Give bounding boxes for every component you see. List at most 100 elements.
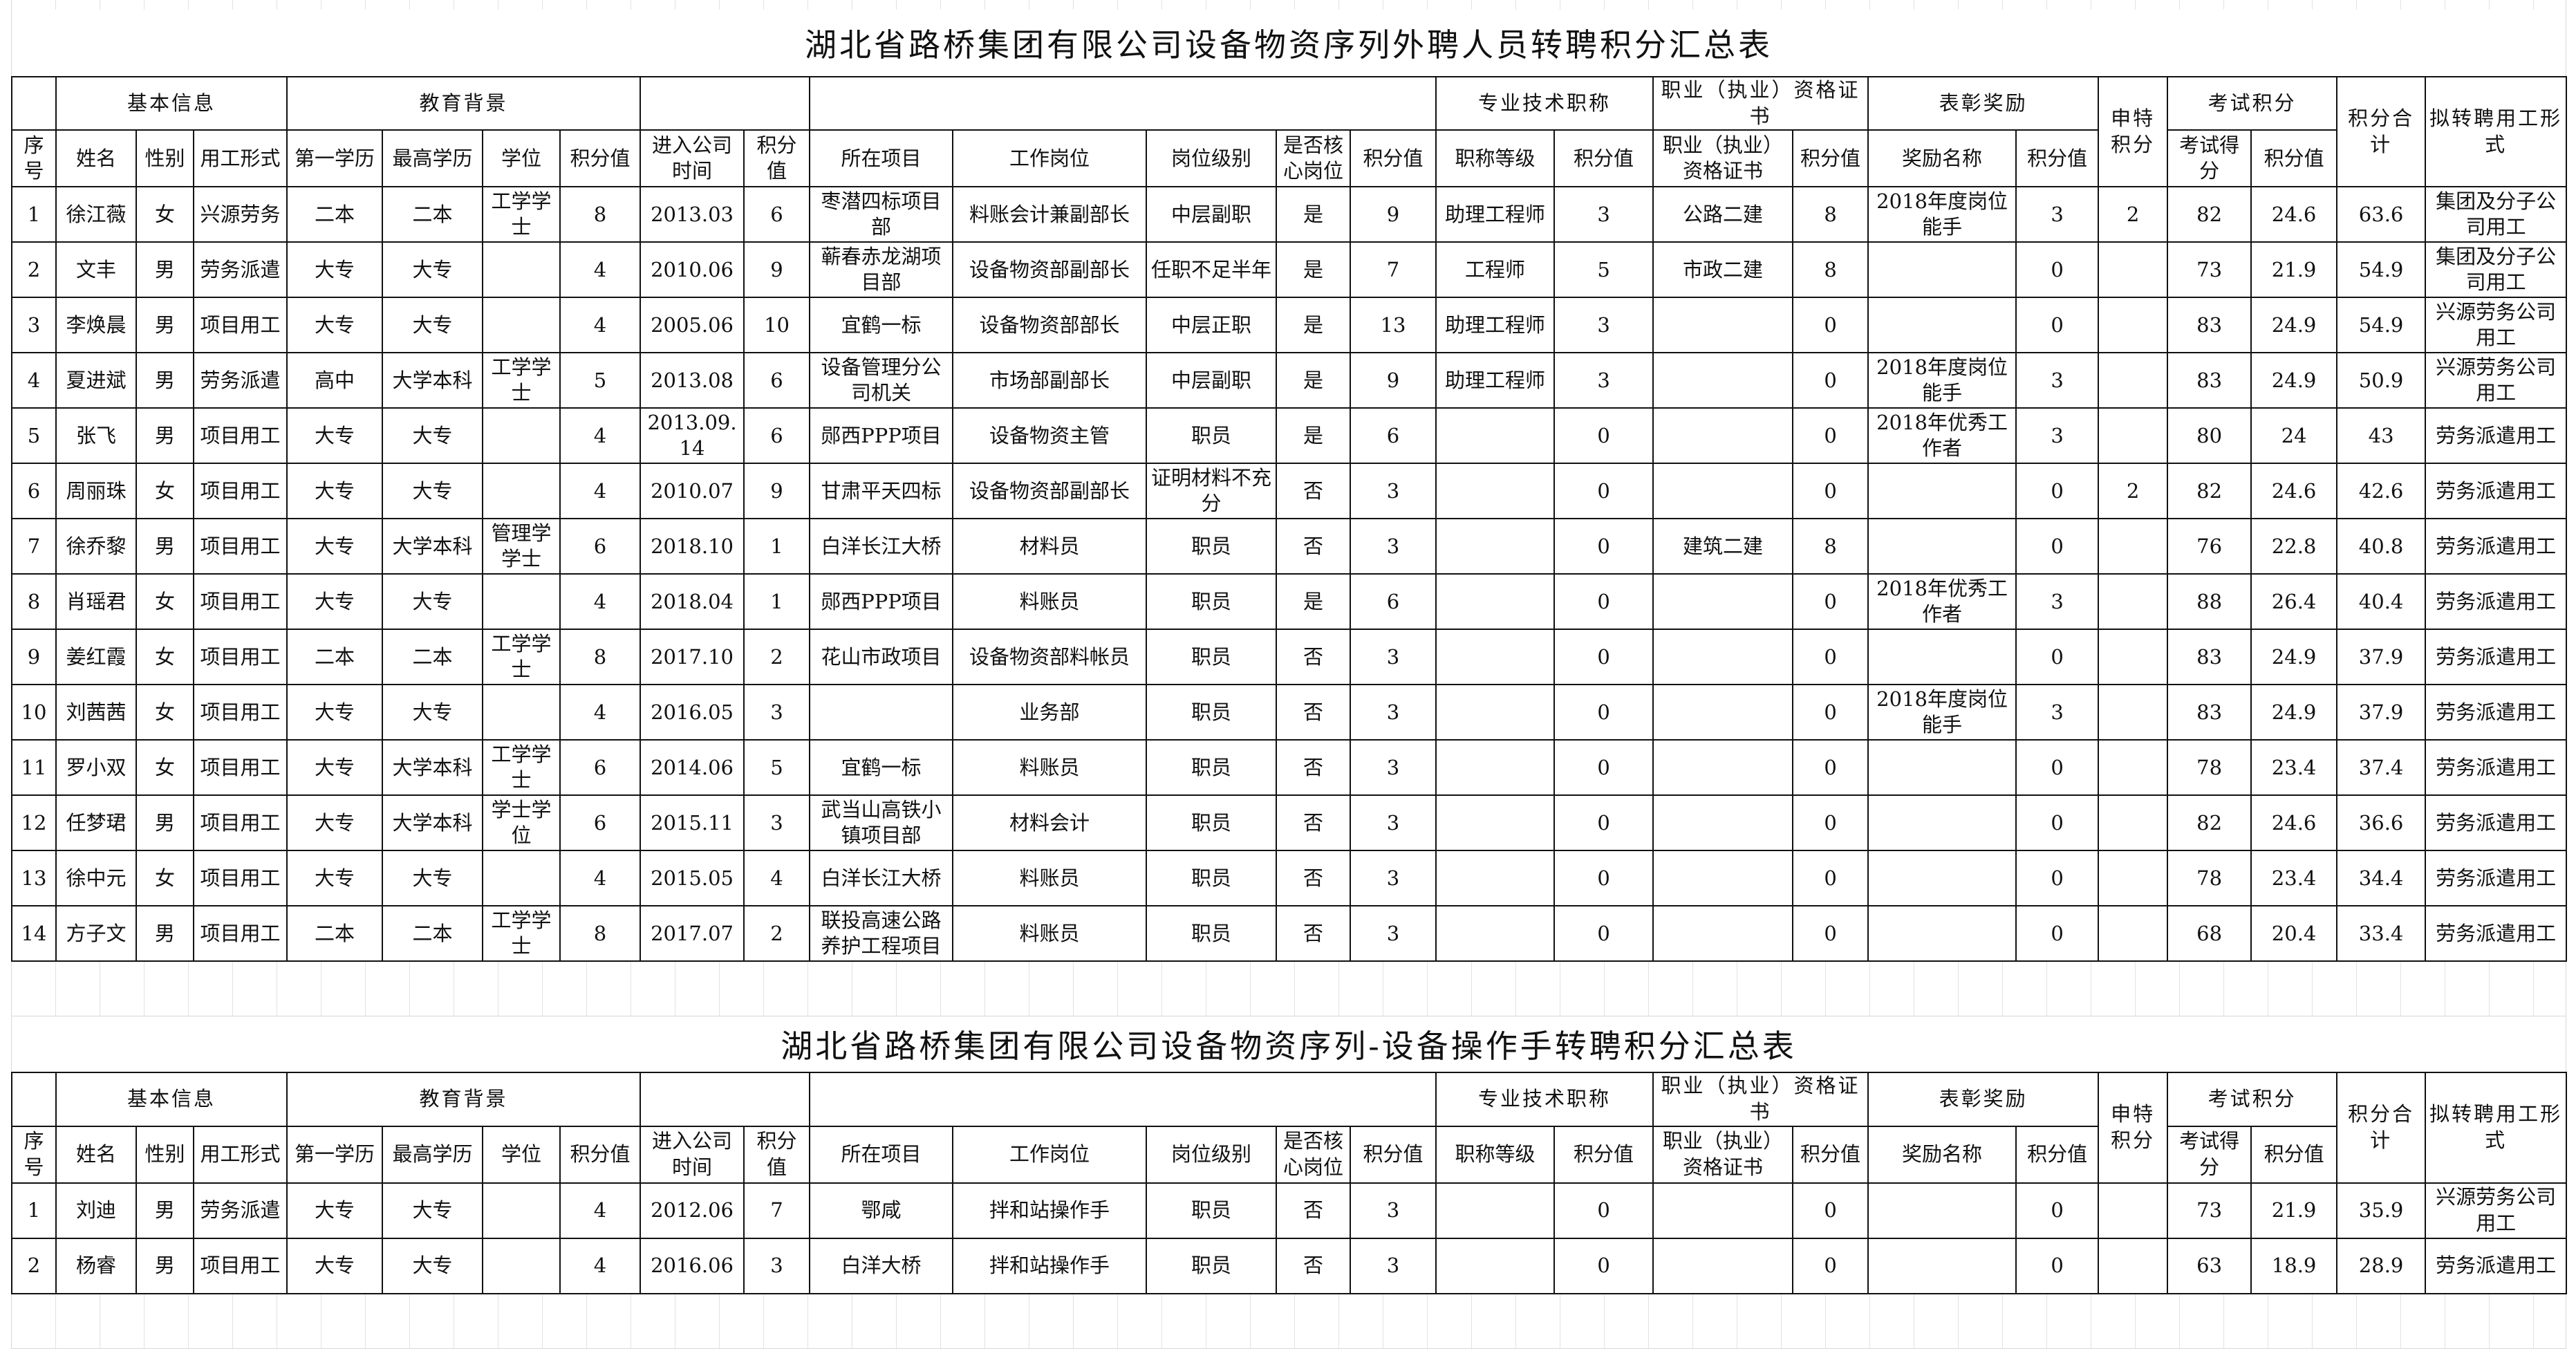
table-cell[interactable]: 82 — [2167, 794, 2252, 852]
table-cell[interactable]: 4 — [559, 1237, 642, 1294]
table-cell[interactable]: 1 — [743, 573, 811, 631]
table-cell[interactable]: 否 — [1276, 739, 1352, 797]
table-cell[interactable]: 工学学士 — [482, 905, 561, 962]
table-cell[interactable]: 女 — [136, 739, 194, 797]
table-cell[interactable]: 0 — [1553, 1237, 1654, 1294]
table-cell[interactable]: 3 — [743, 1237, 811, 1294]
table-cell[interactable]: 劳务派遣 — [192, 1182, 288, 1239]
table-cell[interactable]: 大专 — [286, 241, 384, 299]
table-cell[interactable]: 2 — [11, 241, 57, 299]
table-cell[interactable]: 3 — [1350, 629, 1437, 686]
table-cell[interactable]: 市政二建 — [1652, 241, 1794, 299]
table-cell[interactable]: 2015.05 — [640, 850, 745, 907]
table-cell[interactable]: 大专 — [286, 850, 384, 907]
table-cell[interactable]: 大学本科 — [382, 739, 484, 797]
table-cell[interactable]: 6 — [743, 186, 811, 243]
table-cell[interactable] — [1435, 905, 1556, 962]
table-cell[interactable] — [1652, 629, 1794, 686]
table-cell[interactable]: 项目用工 — [192, 573, 288, 631]
table-cell[interactable] — [1652, 297, 1794, 354]
table-cell[interactable]: 男 — [136, 1237, 194, 1294]
table-cell[interactable]: 兴源劳务公司用工 — [2425, 297, 2568, 354]
table-cell[interactable]: 大专 — [382, 573, 484, 631]
table-cell[interactable]: 劳务派遣用工 — [2425, 739, 2568, 797]
table-cell[interactable]: 82 — [2167, 463, 2252, 520]
table-cell[interactable]: 10 — [11, 684, 57, 741]
table-cell[interactable]: 枣潜四标项目部 — [809, 186, 954, 243]
table-cell[interactable]: 否 — [1276, 1237, 1352, 1294]
table-cell[interactable]: 二本 — [382, 629, 484, 686]
table-cell[interactable] — [1435, 794, 1556, 852]
table-cell[interactable]: 任梦珺 — [55, 794, 137, 852]
table-cell[interactable]: 4 — [559, 573, 642, 631]
table-cell[interactable]: 8 — [1792, 186, 1869, 243]
table-cell[interactable]: 88 — [2167, 573, 2252, 631]
table-cell[interactable] — [2098, 352, 2169, 409]
table-cell[interactable]: 2017.10 — [640, 629, 745, 686]
table-cell[interactable]: 9 — [743, 241, 811, 299]
table-cell[interactable]: 3 — [1553, 352, 1654, 409]
table-cell[interactable]: 料账会计兼副部长 — [952, 186, 1148, 243]
table-cell[interactable]: 24.9 — [2250, 629, 2338, 686]
table-cell[interactable]: 中层副职 — [1146, 352, 1278, 409]
table-cell[interactable]: 0 — [2015, 794, 2100, 852]
table-cell[interactable] — [1867, 1237, 2017, 1294]
table-cell[interactable]: 女 — [136, 573, 194, 631]
table-cell[interactable]: 0 — [1792, 850, 1869, 907]
table-cell[interactable]: 市场部副部长 — [952, 352, 1148, 409]
table-cell[interactable]: 4 — [559, 241, 642, 299]
table-cell[interactable]: 2 — [2098, 186, 2169, 243]
table-cell[interactable]: 否 — [1276, 794, 1352, 852]
table-cell[interactable]: 0 — [1553, 463, 1654, 520]
table-cell[interactable]: 工学学士 — [482, 186, 561, 243]
table-cell[interactable]: 0 — [2015, 1182, 2100, 1239]
table-cell[interactable]: 集团及分子公司用工 — [2425, 241, 2568, 299]
table-cell[interactable]: 0 — [1792, 407, 1869, 465]
table-cell[interactable]: 女 — [136, 463, 194, 520]
table-cell[interactable] — [1435, 739, 1556, 797]
table-cell[interactable]: 6 — [743, 407, 811, 465]
table-cell[interactable]: 设备物资部副部长 — [952, 241, 1148, 299]
table-cell[interactable] — [1652, 1237, 1794, 1294]
table-cell[interactable]: 否 — [1276, 518, 1352, 575]
table-cell[interactable]: 中层正职 — [1146, 297, 1278, 354]
table-cell[interactable]: 6 — [11, 463, 57, 520]
table-cell[interactable]: 0 — [1792, 352, 1869, 409]
table-cell[interactable]: 0 — [2015, 629, 2100, 686]
table-cell[interactable]: 23.4 — [2250, 850, 2338, 907]
table-cell[interactable]: 54.9 — [2336, 297, 2427, 354]
table-cell[interactable]: 0 — [1792, 794, 1869, 852]
table-cell[interactable]: 项目用工 — [192, 629, 288, 686]
table-cell[interactable] — [2098, 739, 2169, 797]
table-cell[interactable]: 劳务派遣用工 — [2425, 684, 2568, 741]
table-cell[interactable]: 女 — [136, 684, 194, 741]
table-cell[interactable]: 大学本科 — [382, 352, 484, 409]
table-cell[interactable]: 业务部 — [952, 684, 1148, 741]
table-cell[interactable]: 劳务派遣用工 — [2425, 905, 2568, 962]
table-cell[interactable]: 40.8 — [2336, 518, 2427, 575]
table-cell[interactable]: 集团及分子公司用工 — [2425, 186, 2568, 243]
table-cell[interactable]: 0 — [1553, 1182, 1654, 1239]
table-cell[interactable]: 大专 — [286, 794, 384, 852]
table-cell[interactable]: 女 — [136, 629, 194, 686]
table-cell[interactable] — [1867, 1182, 2017, 1239]
table-cell[interactable]: 24.6 — [2250, 463, 2338, 520]
table-cell[interactable]: 3 — [2015, 407, 2100, 465]
table-cell[interactable]: 项目用工 — [192, 794, 288, 852]
table-cell[interactable]: 2012.06 — [640, 1182, 745, 1239]
table-cell[interactable]: 男 — [136, 905, 194, 962]
table-cell[interactable] — [482, 241, 561, 299]
table-cell[interactable]: 68 — [2167, 905, 2252, 962]
table-cell[interactable]: 2005.06 — [640, 297, 745, 354]
table-cell[interactable]: 5 — [11, 407, 57, 465]
table-cell[interactable]: 2 — [743, 629, 811, 686]
table-cell[interactable]: 24.9 — [2250, 352, 2338, 409]
table-cell[interactable]: 鄂咸 — [809, 1182, 954, 1239]
table-cell[interactable]: 劳务派遣用工 — [2425, 463, 2568, 520]
table-cell[interactable]: 73 — [2167, 241, 2252, 299]
table-cell[interactable]: 83 — [2167, 684, 2252, 741]
table-cell[interactable]: 83 — [2167, 297, 2252, 354]
table-cell[interactable]: 2018年度岗位能手 — [1867, 684, 2017, 741]
table-cell[interactable]: 0 — [2015, 297, 2100, 354]
table-cell[interactable]: 项目用工 — [192, 905, 288, 962]
